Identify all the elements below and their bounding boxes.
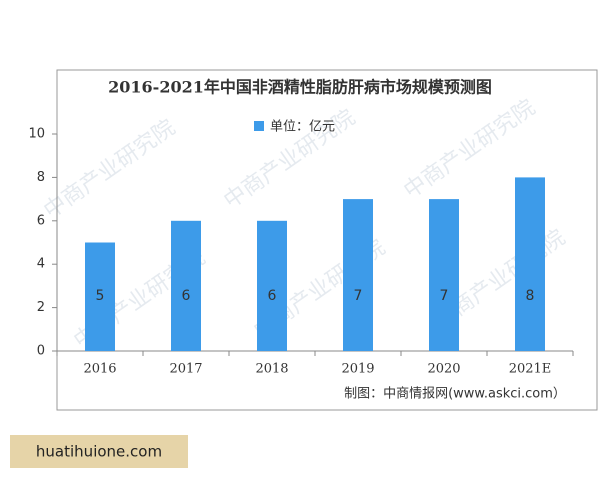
bar (85, 242, 115, 351)
footer-box (10, 435, 188, 468)
y-tick-label: 10 (28, 127, 45, 142)
y-tick-label: 2 (37, 300, 45, 315)
data-label: 6 (268, 288, 277, 304)
data-label: 7 (354, 288, 363, 304)
x-tick-label: 2019 (341, 362, 374, 377)
bar (429, 199, 459, 351)
y-tick-label: 8 (37, 170, 45, 185)
bar (171, 220, 201, 351)
data-label: 5 (96, 288, 105, 304)
y-tick-label: 0 (37, 344, 45, 359)
chart-title: 2016-2021年中国非酒精性脂肪肝病市场规模预测图 (108, 78, 492, 97)
footer-site: huatihuione.com (36, 443, 162, 461)
data-label: 8 (526, 288, 535, 304)
bar (343, 199, 373, 351)
x-tick-label: 2021E (509, 362, 552, 377)
legend-swatch (254, 121, 264, 131)
chart-frame (56, 69, 598, 411)
data-label: 7 (440, 288, 449, 304)
y-tick-label: 4 (37, 257, 45, 272)
x-tick-label: 2016 (83, 362, 116, 377)
x-tick-label: 2020 (427, 362, 460, 377)
x-tick-label: 2017 (169, 362, 202, 377)
legend-label: 单位：亿元 (270, 120, 335, 135)
bar (515, 177, 545, 351)
data-label: 6 (182, 288, 191, 304)
x-tick-label: 2018 (255, 362, 288, 377)
source: 制图：中商情报网(www.askci.com） (344, 387, 566, 402)
bar (257, 220, 287, 351)
y-tick-label: 6 (37, 213, 45, 228)
